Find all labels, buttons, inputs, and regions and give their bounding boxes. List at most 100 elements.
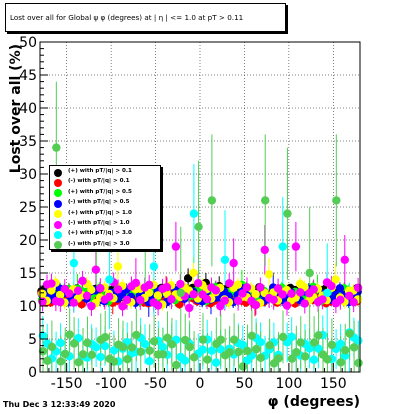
data-point	[202, 294, 212, 304]
data-point	[109, 357, 119, 366]
data-point	[216, 335, 225, 344]
data-point	[127, 343, 137, 352]
data-point	[189, 209, 199, 218]
data-point	[69, 258, 79, 268]
data-point	[260, 245, 269, 255]
data-point	[225, 348, 234, 357]
data-point	[132, 330, 141, 340]
legend-label: (-) with pT/|q| > 0.1	[68, 178, 130, 185]
legend-label: (+) with pT/|q| > 1.0	[68, 209, 132, 216]
data-point	[153, 291, 163, 300]
data-point	[149, 337, 159, 346]
data-points	[37, 143, 363, 371]
legend-marker	[54, 168, 62, 177]
data-point	[300, 299, 309, 308]
data-point	[113, 262, 123, 271]
data-point	[318, 295, 327, 304]
data-point	[354, 358, 363, 368]
data-point	[309, 338, 319, 347]
data-point	[292, 348, 301, 357]
data-point	[78, 276, 87, 286]
data-point	[185, 342, 194, 352]
data-point	[301, 352, 310, 361]
data-point	[278, 332, 288, 342]
x-tick-label: 0	[196, 376, 205, 392]
data-point	[229, 258, 238, 268]
data-point	[136, 347, 145, 356]
data-point	[167, 295, 176, 304]
data-point	[91, 265, 101, 274]
data-point	[305, 344, 314, 353]
legend-label: (-) with pT/|q| > 0.5	[68, 199, 130, 206]
data-point	[278, 242, 287, 251]
data-point	[278, 290, 287, 299]
axis-ticks: 0 5 10 15 20 25 30 35 40 45 50 -150 -100 -50 0 50 100 150	[19, 35, 352, 392]
data-point	[56, 357, 65, 366]
legend-label: (-) with pT/|q| > 3.0	[68, 240, 130, 247]
x-tick-label: -50	[144, 376, 167, 392]
x-tick-label: 50	[236, 376, 254, 392]
x-tick-label: -150	[51, 376, 83, 392]
y-tick-label: 30	[19, 167, 37, 183]
timestamp-footer: Thu Dec 3 12:33:49 2020	[3, 400, 116, 409]
data-point	[336, 339, 345, 349]
data-point	[220, 255, 230, 264]
y-tick-label: 5	[28, 332, 37, 348]
x-axis-title: φ (degrees)	[268, 394, 360, 410]
data-point	[69, 298, 78, 307]
legend-marker	[54, 178, 62, 187]
y-tick-label: 40	[19, 101, 37, 117]
data-point	[345, 329, 354, 338]
data-point	[87, 350, 97, 360]
data-point	[158, 343, 167, 352]
data-point	[314, 344, 323, 353]
chart-title: Lost over all for Global ψ φ (degrees) a…	[10, 13, 244, 22]
data-point	[349, 343, 359, 352]
data-point	[211, 358, 221, 367]
data-point	[47, 279, 56, 288]
data-point	[69, 339, 79, 348]
data-point	[55, 290, 65, 300]
data-point	[251, 300, 261, 310]
legend-marker	[54, 230, 62, 239]
data-point	[82, 291, 92, 300]
data-point	[353, 283, 363, 292]
legend-entry: (+) with pT/|q| > 0.1	[50, 167, 160, 177]
data-point	[327, 281, 336, 291]
data-point	[163, 333, 172, 342]
data-point	[256, 337, 265, 347]
data-point	[261, 196, 270, 205]
data-point	[56, 338, 65, 348]
data-point	[65, 330, 74, 339]
data-point	[349, 298, 358, 307]
y-tick-label: 50	[19, 35, 37, 51]
data-point	[100, 341, 110, 351]
data-point	[91, 343, 101, 352]
data-point	[345, 291, 354, 300]
data-point	[61, 349, 70, 359]
data-point	[323, 288, 332, 297]
data-point	[176, 288, 185, 297]
data-point	[234, 347, 243, 357]
data-point	[220, 296, 229, 305]
legend-label: (-) with pT/|q| > 1.0	[68, 220, 130, 226]
data-point	[238, 340, 247, 350]
legend-entry: (-) with pT/|q| > 3.0	[50, 240, 160, 250]
data-point	[207, 196, 217, 205]
data-point	[145, 346, 154, 355]
data-point	[96, 352, 105, 362]
data-point	[181, 335, 190, 345]
data-point	[194, 222, 203, 231]
data-point	[243, 346, 252, 356]
legend-label: (+) with pT/|q| > 0.1	[68, 168, 132, 174]
data-point	[198, 335, 208, 344]
y-tick-label: 25	[19, 200, 37, 216]
data-point	[273, 284, 283, 293]
data-point	[118, 302, 127, 311]
data-point	[131, 278, 141, 288]
data-point	[265, 341, 274, 350]
y-tick-label: 0	[28, 365, 37, 381]
data-point	[264, 270, 274, 279]
data-point	[43, 356, 52, 365]
legend-label: (+) with pT/|q| > 3.0	[68, 230, 132, 237]
